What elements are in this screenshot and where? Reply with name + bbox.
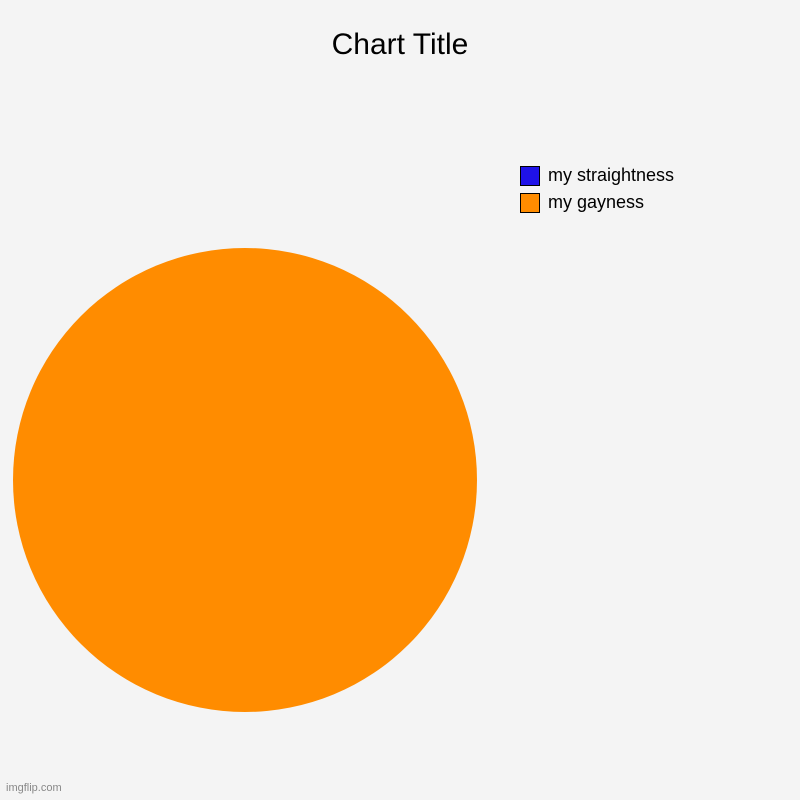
legend-item-0: my straightness [520,165,674,186]
legend: my straightness my gayness [520,165,674,219]
legend-item-1: my gayness [520,192,674,213]
pie-chart [13,248,477,712]
legend-label-0: my straightness [548,165,674,186]
legend-label-1: my gayness [548,192,644,213]
watermark: imgflip.com [6,782,62,794]
pie-svg [13,248,477,712]
chart-title: Chart Title [0,28,800,62]
legend-swatch-0 [520,166,540,186]
pie-slice-0 [13,248,477,712]
chart-container: Chart Title my straightness my gayness im… [0,0,800,800]
legend-swatch-1 [520,193,540,213]
